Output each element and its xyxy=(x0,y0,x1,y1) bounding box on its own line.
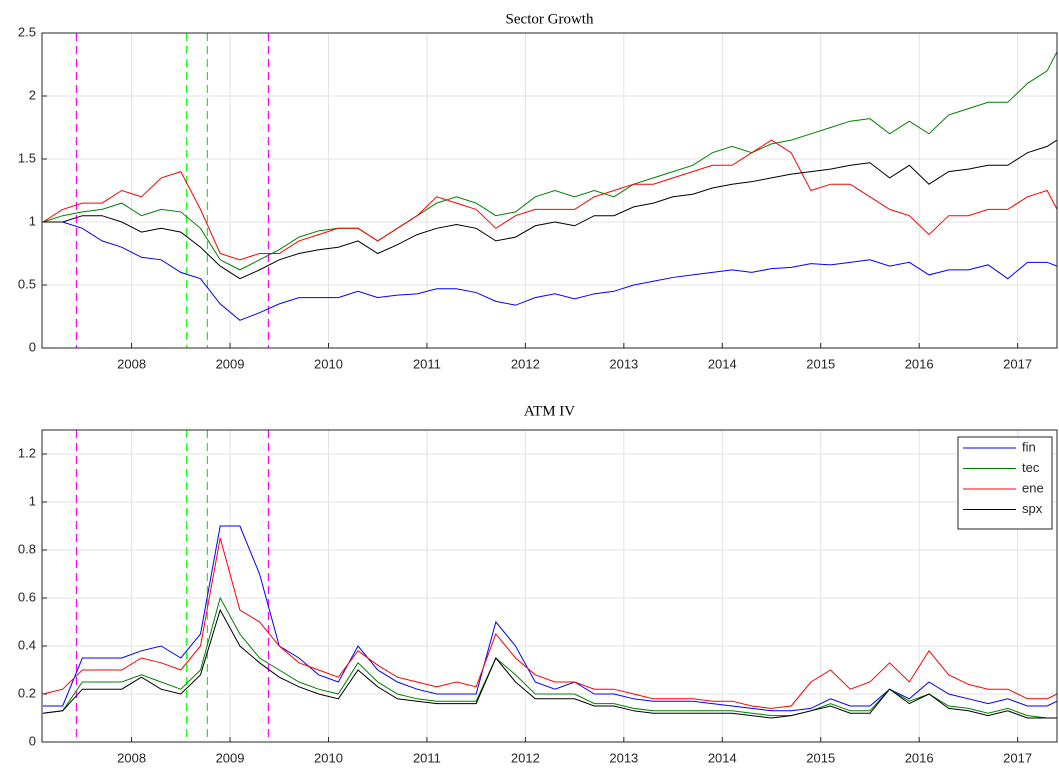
x-tick-label: 2010 xyxy=(314,356,343,371)
y-tick-label: 0.4 xyxy=(18,637,36,652)
series-line xyxy=(42,525,1058,712)
y-tick-label: 2.5 xyxy=(18,24,36,39)
series-line xyxy=(42,537,1058,709)
legend-label: spx xyxy=(1022,501,1043,516)
x-tick-label: 2013 xyxy=(609,750,638,765)
x-tick-label: 2011 xyxy=(413,750,441,765)
y-tick-label: 1 xyxy=(29,493,36,508)
x-tick-label: 2017 xyxy=(1003,750,1032,765)
x-tick-label: 2009 xyxy=(216,750,245,765)
series-line xyxy=(42,139,1058,261)
plot-area xyxy=(42,430,1057,742)
y-tick-label: 2 xyxy=(29,87,36,102)
y-tick-label: 1.5 xyxy=(18,150,36,165)
subplot: Sector Growth 0 0.5 1 1.5 2 2.5 2008 2009 2010 201… xyxy=(18,11,1058,371)
chart-title: ATM IV xyxy=(524,403,575,419)
series-line xyxy=(42,221,1058,321)
x-tick-label: 2016 xyxy=(905,750,934,765)
x-tick-label: 2015 xyxy=(806,750,835,765)
x-tick-label: 2014 xyxy=(708,750,737,765)
y-tick-label: 1.2 xyxy=(18,445,36,460)
series-line xyxy=(42,608,1057,719)
y-tick-label: 0 xyxy=(29,339,36,354)
x-tick-label: 2014 xyxy=(708,356,737,371)
x-tick-label: 2017 xyxy=(1003,356,1032,371)
legend-label: tec xyxy=(1022,460,1040,475)
x-tick-label: 2016 xyxy=(905,356,934,371)
x-tick-label: 2012 xyxy=(511,356,540,371)
y-tick-label: 0.6 xyxy=(18,589,36,604)
axes-box xyxy=(41,429,1058,743)
x-tick-label: 2009 xyxy=(216,356,245,371)
series-line xyxy=(42,139,1058,280)
subplot: ATM IV 0 0.2 0.4 0.6 0.8 1 1.2 2008 2009 2010 2011 2… xyxy=(18,403,1058,765)
legend-box xyxy=(957,436,1053,530)
series-line xyxy=(42,51,1058,271)
y-tick-label: 0.8 xyxy=(18,541,36,556)
y-tick-label: 0.2 xyxy=(18,685,36,700)
plot-area xyxy=(42,33,1057,348)
y-tick-label: 0 xyxy=(29,733,36,748)
x-tick-label: 2010 xyxy=(314,750,343,765)
x-tick-label: 2013 xyxy=(609,356,638,371)
x-tick-label: 2012 xyxy=(511,750,540,765)
series-line xyxy=(42,596,1057,719)
axes-box xyxy=(41,32,1058,349)
legend: fin tec ene spx xyxy=(957,436,1053,530)
x-tick-label: 2011 xyxy=(413,356,441,371)
legend-label: fin xyxy=(1022,439,1036,454)
x-tick-label: 2008 xyxy=(117,356,146,371)
y-tick-label: 1 xyxy=(29,213,36,228)
x-tick-label: 2015 xyxy=(806,356,835,371)
y-tick-label: 0.5 xyxy=(18,276,36,291)
legend-label: ene xyxy=(1022,480,1044,495)
x-tick-label: 2008 xyxy=(117,750,146,765)
chart-title: Sector Growth xyxy=(506,11,594,27)
